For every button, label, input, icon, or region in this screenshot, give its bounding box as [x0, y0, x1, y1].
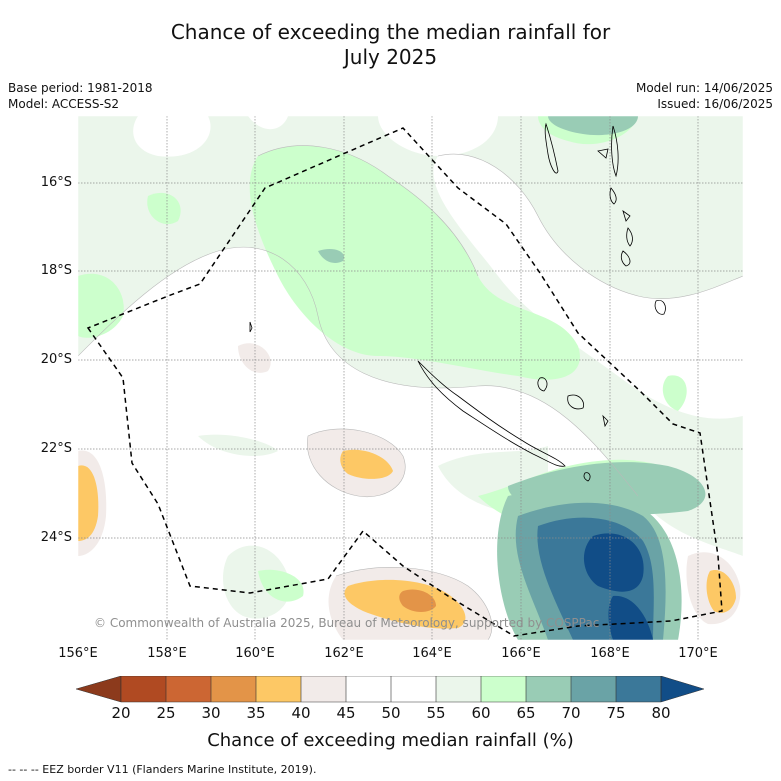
island-coast-e — [620, 250, 631, 267]
lat-label-16s: 16°S — [40, 175, 72, 190]
island-coast-a — [597, 148, 609, 159]
colorbar-arrow-high — [660, 676, 705, 703]
colorbar-tick-25: 25 — [156, 704, 176, 722]
colorbar-tick-65: 65 — [516, 704, 536, 722]
colorbar — [76, 676, 705, 703]
orange-30-35-region — [399, 589, 436, 612]
colorbar-tick-40: 40 — [291, 704, 311, 722]
lon-label-166e: 166°E — [501, 646, 541, 661]
chesterfield-island — [249, 321, 253, 333]
lat-label-22s: 22°S — [40, 441, 72, 456]
colorbar-bin-20-25 — [121, 676, 166, 702]
island-coast-g — [583, 472, 591, 482]
copyright-text: © Commonwealth of Australia 2025, Bureau… — [94, 616, 599, 630]
colorbar-bin-50-55 — [391, 676, 436, 702]
colorbar-tick-80: 80 — [651, 704, 671, 722]
colorbar-bin-35-40 — [256, 676, 301, 702]
title-line-1: Chance of exceeding the median rainfall … — [170, 20, 611, 44]
colorbar-tick-75: 75 — [606, 704, 626, 722]
model-run-text: Model run: 14/06/2025 — [635, 81, 773, 95]
lat-label-20s: 20°S — [40, 352, 72, 367]
colorbar-bin-70-75 — [571, 676, 616, 702]
model-text: Model: ACCESS-S2 — [8, 97, 120, 111]
title-line-2: July 2025 — [343, 45, 438, 69]
island-coast-d — [626, 227, 633, 247]
lon-label-162e: 162°E — [324, 646, 364, 661]
contour-lines — [78, 145, 743, 640]
colorbar-tick-50: 50 — [381, 704, 401, 722]
colorbar-label: Chance of exceeding median rainfall (%) — [207, 730, 574, 751]
rainfall-map: © Commonwealth of Australia 2025, Bureau… — [78, 116, 743, 640]
colorbar-tick-60: 60 — [471, 704, 491, 722]
colorbar-arrow-low — [76, 676, 122, 703]
lon-label-156e: 156°E — [58, 646, 98, 661]
loyalty-island-c — [602, 414, 609, 428]
dark-blue-gt80-region — [583, 533, 653, 640]
island-coast-c — [622, 209, 631, 222]
colorbar-tick-55: 55 — [426, 704, 446, 722]
issued-text: Issued: 16/06/2025 — [657, 97, 773, 111]
meta-left: Base period: 1981-2018 Model: ACCESS-S2 — [8, 80, 153, 112]
vanuatu-island-coast — [611, 125, 619, 178]
lon-label-164e: 164°E — [412, 646, 452, 661]
colorbar-tick-30: 30 — [201, 704, 221, 722]
loyalty-island-b — [567, 394, 585, 410]
colorbar-bin-60-65 — [481, 676, 526, 702]
colorbar-bin-65-70 — [526, 676, 571, 702]
lon-label-160e: 160°E — [235, 646, 275, 661]
colorbar-bin-40-45 — [301, 676, 346, 702]
lon-label-168e: 168°E — [590, 646, 630, 661]
meta-right: Model run: 14/06/2025 Issued: 16/06/2025 — [636, 80, 773, 112]
lon-label-158e: 158°E — [147, 646, 187, 661]
lon-label-170e: 170°E — [678, 646, 718, 661]
colorbar-bin-75-80 — [616, 676, 661, 702]
colorbar-bin-55-60 — [436, 676, 481, 702]
island-coast-b — [609, 187, 617, 205]
new-caledonia-coast — [417, 360, 566, 467]
colorbar-tick-45: 45 — [336, 704, 356, 722]
coastlines — [249, 122, 666, 482]
colorbar-bin-30-35 — [211, 676, 256, 702]
colorbar-tick-20: 20 — [111, 704, 131, 722]
lat-label-24s: 24°S — [40, 530, 72, 545]
colorbar-bin-45-50 — [346, 676, 391, 702]
eez-legend-text: -- -- -- EEZ border V11 (Flanders Marine… — [8, 763, 317, 776]
eez-border — [86, 127, 723, 637]
lat-label-18s: 18°S — [40, 263, 72, 278]
base-period-text: Base period: 1981-2018 — [8, 81, 153, 95]
loyalty-island-a — [537, 377, 548, 392]
island-coast-f — [654, 299, 666, 315]
vanuatu-espiritu-coast — [544, 122, 559, 174]
colorbar-tick-35: 35 — [246, 704, 266, 722]
colorbar-bin-25-30 — [166, 676, 211, 702]
colorbar-dividers — [120, 676, 662, 703]
colorbar-tick-70: 70 — [561, 704, 581, 722]
map-title: Chance of exceeding the median rainfall … — [0, 20, 781, 70]
